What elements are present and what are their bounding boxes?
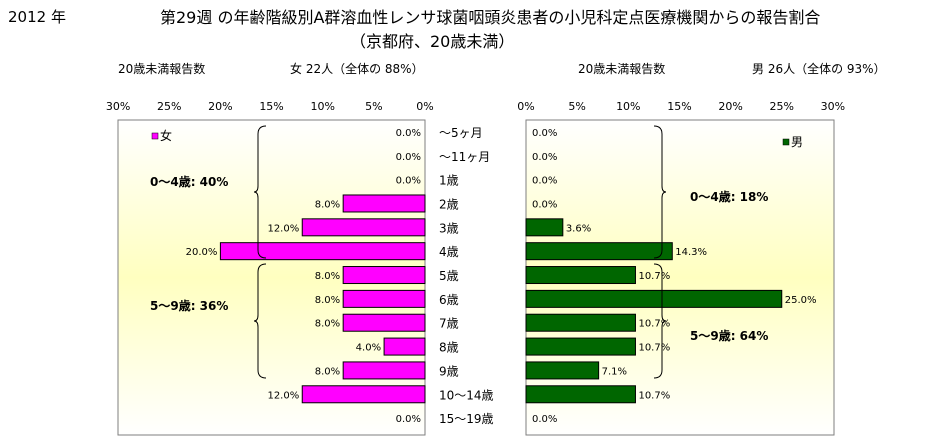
male-data-label: 10.7% (638, 319, 670, 330)
male-bar (525, 361, 600, 380)
male-bar (525, 385, 636, 404)
male-data-label: 10.7% (638, 390, 670, 401)
female-data-label: 12.0% (267, 390, 299, 401)
female-bar (301, 218, 426, 237)
male-bar (525, 266, 636, 285)
male-bar (525, 289, 783, 308)
female-0-4-brace (253, 125, 267, 259)
male-legend-label: 男 (791, 135, 803, 149)
age-category-label: 6歳 (439, 293, 459, 307)
female-data-label: 0.0% (396, 176, 421, 187)
female-data-label: 0.0% (396, 128, 421, 139)
male-data-label: 10.7% (638, 343, 670, 354)
female-heading: 20歳未満報告数 (118, 62, 206, 76)
age-category-label: 10～14歳 (439, 388, 494, 402)
female-data-label: 0.0% (396, 152, 421, 163)
male-5-9-annotation: 5～9歳: 64% (690, 328, 768, 343)
female-bar (342, 361, 426, 380)
age-category-label: 5歳 (439, 269, 459, 283)
female-bar (342, 266, 426, 285)
male-bar (525, 242, 673, 261)
male-total: 男 26人（全体の 93%） (752, 62, 886, 76)
female-x-tick-label: 30% (106, 100, 130, 113)
female-data-label: 8.0% (315, 366, 340, 377)
female-data-label: 20.0% (186, 247, 218, 258)
female-x-tick-label: 25% (157, 100, 181, 113)
male-0-4-annotation: 0～4歳: 18% (690, 189, 768, 204)
male-data-label: 0.0% (532, 128, 557, 139)
female-bar (219, 242, 426, 261)
male-data-label: 3.6% (566, 223, 591, 234)
age-category-label: 9歳 (439, 364, 459, 378)
age-category-label: 2歳 (439, 197, 459, 211)
male-x-tick-label: 20% (718, 100, 742, 113)
male-x-tick-label: 25% (770, 100, 794, 113)
female-data-label: 8.0% (315, 199, 340, 210)
male-x-tick-label: 5% (568, 100, 585, 113)
female-bar (342, 289, 426, 308)
female-data-label: 8.0% (315, 319, 340, 330)
female-data-label: 4.0% (356, 343, 381, 354)
year-label: 2012 年 (8, 8, 66, 26)
male-x-tick-label: 10% (616, 100, 640, 113)
female-legend-label: 女 (160, 128, 172, 143)
male-legend-swatch (782, 138, 790, 146)
male-data-label: 10.7% (638, 271, 670, 282)
male-data-label: 25.0% (785, 295, 817, 306)
age-category-label: 4歳 (439, 245, 459, 259)
age-category-label: 8歳 (439, 341, 459, 355)
age-category-label: 1歳 (439, 174, 459, 188)
male-x-tick-label: 0% (517, 100, 534, 113)
female-bar (301, 385, 426, 404)
female-x-tick-label: 15% (259, 100, 283, 113)
female-data-label: 8.0% (315, 271, 340, 282)
female-data-label: 8.0% (315, 295, 340, 306)
chart-subtitle: （京都府、20歳未満） (350, 32, 515, 51)
female-5-9-annotation: 5～9歳: 36% (150, 298, 228, 313)
chart-title: 第29週 の年齢階級別A群溶血性レンサ球菌咽頭炎患者の小児科定点医療機関からの報… (160, 8, 821, 27)
male-data-label: 0.0% (532, 152, 557, 163)
female-x-tick-label: 5% (365, 100, 382, 113)
male-heading: 20歳未満報告数 (578, 62, 666, 76)
age-category-label: 15～19歳 (439, 412, 494, 426)
male-x-tick-label: 30% (821, 100, 845, 113)
male-bar (525, 313, 636, 332)
female-bar (342, 313, 426, 332)
male-bar (525, 218, 564, 237)
female-x-tick-label: 0% (416, 100, 433, 113)
male-data-label: 0.0% (532, 176, 557, 187)
female-0-4-annotation: 0～4歳: 40% (150, 174, 228, 189)
female-total: 女 22人（全体の 88%） (290, 62, 424, 76)
male-5-9-brace (653, 263, 667, 379)
female-data-label: 12.0% (267, 223, 299, 234)
male-0-4-brace (653, 125, 667, 259)
age-category-label: 3歳 (439, 221, 459, 235)
female-5-9-brace (253, 263, 267, 379)
male-bar (525, 337, 636, 356)
female-data-label: 0.0% (396, 414, 421, 425)
age-category-label: ～5ヶ月 (439, 126, 483, 140)
male-data-label: 7.1% (602, 366, 627, 377)
male-x-tick-label: 15% (667, 100, 691, 113)
age-category-label: ～11ヶ月 (439, 150, 490, 164)
male-data-label: 14.3% (675, 247, 707, 258)
female-legend-swatch (151, 132, 159, 140)
female-bar (342, 194, 426, 213)
female-x-tick-label: 10% (310, 100, 334, 113)
male-data-label: 0.0% (532, 199, 557, 210)
male-data-label: 0.0% (532, 414, 557, 425)
female-bar (383, 337, 426, 356)
female-x-tick-label: 20% (208, 100, 232, 113)
age-category-label: 7歳 (439, 317, 459, 331)
